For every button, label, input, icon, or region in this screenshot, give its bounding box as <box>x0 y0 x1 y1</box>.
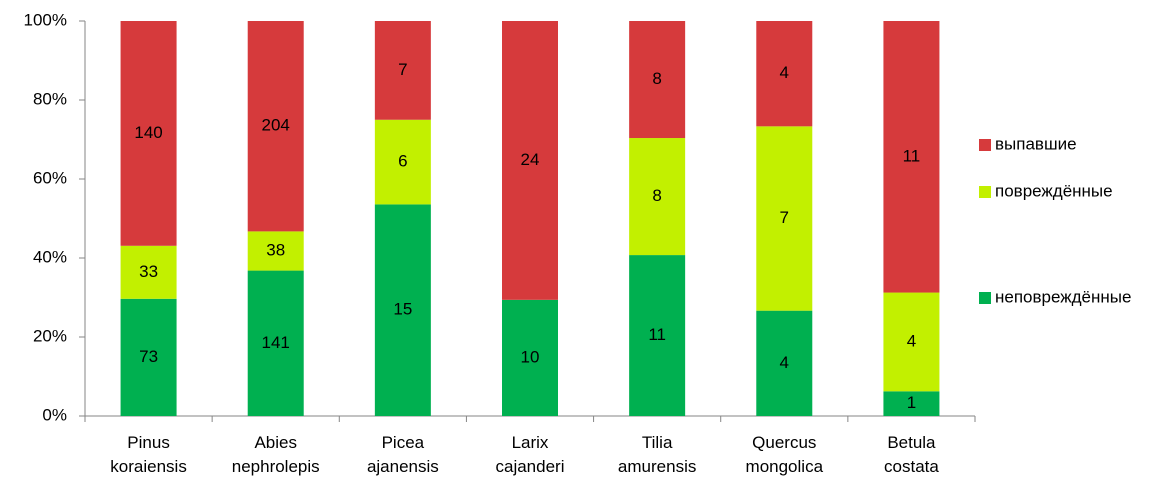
x-tick-label: Larix cajanderi <box>496 433 565 476</box>
data-label: 33 <box>139 262 158 281</box>
legend-label: повреждённые <box>995 181 1113 200</box>
bar-segment <box>502 21 558 300</box>
legend-swatch <box>979 292 991 304</box>
bar-segment <box>247 270 304 416</box>
data-label: 6 <box>398 152 407 171</box>
data-label: 11 <box>903 146 921 165</box>
y-tick-label: 0% <box>42 405 67 424</box>
bar-segment <box>629 21 686 139</box>
bar-segment <box>629 255 686 416</box>
bar-segment <box>883 292 940 392</box>
bar-segment <box>756 310 813 416</box>
data-label: 73 <box>139 347 158 366</box>
bar-segment <box>120 21 177 246</box>
x-tick-label-line: nephrolepis <box>232 457 320 476</box>
x-tick-label: Tilia amurensis <box>618 433 696 476</box>
x-tick-label-line: cajanderi <box>496 457 565 476</box>
bar-segment <box>247 231 304 271</box>
x-tick-label: Quercus mongolica <box>746 433 824 476</box>
legend-swatch <box>979 139 991 151</box>
x-tick-label-line: costata <box>884 457 939 476</box>
data-label: 7 <box>780 208 789 227</box>
bar-segment <box>374 21 431 120</box>
bar-segment <box>756 126 813 311</box>
x-tick-label-line: Larix <box>512 433 549 452</box>
legend-label: выпавшие <box>995 134 1077 153</box>
data-label: 10 <box>521 347 540 366</box>
bar-segment <box>502 299 558 416</box>
y-tick-label: 80% <box>33 89 67 108</box>
y-tick-label: 20% <box>33 326 67 345</box>
bar-segment <box>247 21 304 232</box>
bar-segment <box>756 21 813 127</box>
data-label: 15 <box>393 300 412 319</box>
y-tick-label: 60% <box>33 168 67 187</box>
x-tick-label-line: Betula <box>887 433 936 452</box>
data-label: 24 <box>521 150 540 169</box>
x-tick-label-line: Quercus <box>752 433 816 452</box>
data-label: 204 <box>262 116 290 135</box>
bar-segment <box>374 204 431 416</box>
data-label: 1 <box>907 393 916 412</box>
data-label: 4 <box>780 353 789 372</box>
bar-segment <box>120 245 177 299</box>
x-tick-label-line: Tilia <box>642 433 673 452</box>
x-tick-label-line: Pinus <box>127 433 170 452</box>
bar-segment <box>374 119 431 205</box>
data-label: 8 <box>652 186 661 205</box>
data-label: 8 <box>652 69 661 88</box>
bar-segment <box>883 391 940 416</box>
data-label: 141 <box>262 333 290 352</box>
x-tick-label: Betula costata <box>884 433 939 476</box>
x-tick-label-line: amurensis <box>618 457 696 476</box>
data-label: 4 <box>907 331 916 350</box>
x-tick-label-line: Picea <box>382 433 425 452</box>
y-tick-label: 40% <box>33 247 67 266</box>
x-tick-label-line: ajanensis <box>367 457 439 476</box>
bar-segment <box>629 138 686 256</box>
data-label: 140 <box>134 123 162 142</box>
bar-segment <box>120 298 177 416</box>
y-tick-label: 100% <box>24 10 67 29</box>
legend-label: неповреждённые <box>995 287 1131 306</box>
x-tick-label: Abies nephrolepis <box>232 433 320 476</box>
x-tick-label: Picea ajanensis <box>367 433 439 476</box>
x-tick-label-line: mongolica <box>746 457 824 476</box>
bar-segment <box>883 21 940 293</box>
x-tick-label-line: Abies <box>254 433 297 452</box>
legend-swatch <box>979 186 991 198</box>
x-tick-label: Pinus koraiensis <box>110 433 187 476</box>
data-label: 4 <box>780 63 789 82</box>
data-label: 11 <box>648 325 666 344</box>
data-label: 38 <box>266 240 285 259</box>
data-label: 7 <box>398 60 407 79</box>
x-tick-label-line: koraiensis <box>110 457 187 476</box>
